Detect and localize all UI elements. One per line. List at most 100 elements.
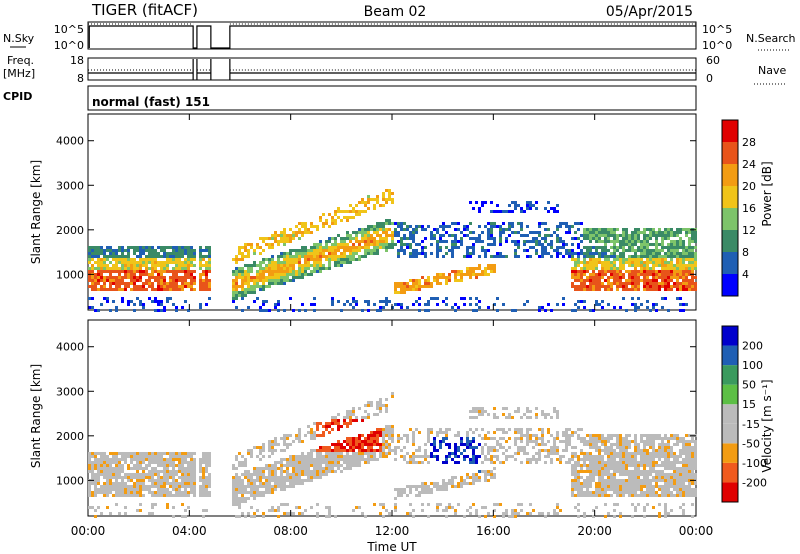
heatmap-cell [268,282,271,285]
heatmap-cell [316,228,319,231]
heatmap-cell [268,482,271,485]
heatmap-cell [499,231,502,234]
heatmap-cell [91,276,94,279]
heatmap-cell [313,267,316,270]
heatmap-cell [628,479,631,482]
heatmap-cell [184,273,187,276]
heatmap-cell [256,285,259,288]
heatmap-cell [259,237,262,240]
heatmap-cell [310,458,313,461]
heatmap-cell [349,246,352,249]
heatmap-cell [205,285,208,288]
heatmap-cell [202,467,205,470]
heatmap-cell [367,195,370,198]
heatmap-cell [301,264,304,267]
heatmap-cell [103,488,106,491]
heatmap-cell [655,261,658,264]
heatmap-cell [172,246,175,249]
heatmap-cell [115,255,118,258]
heatmap-cell [130,491,133,494]
heatmap-cell [613,461,616,464]
heatmap-cell [502,428,505,431]
heatmap-cell [373,252,376,255]
heatmap-cell [661,255,664,258]
heatmap-cell [640,261,643,264]
heatmap-cell [547,210,550,213]
heatmap-cell [109,273,112,276]
heatmap-cell [430,443,433,446]
heatmap-cell [646,273,649,276]
heatmap-cell [409,491,412,494]
heatmap-cell [679,288,682,291]
heatmap-cell [157,288,160,291]
heatmap-cell [118,476,121,479]
heatmap-cell [637,446,640,449]
heatmap-cell [469,246,472,249]
heatmap-cell [121,491,124,494]
heatmap-cell [334,264,337,267]
heatmap-cell [367,234,370,237]
heatmap-cell [373,440,376,443]
heatmap-cell [319,261,322,264]
heatmap-cell [355,237,358,240]
heatmap-cell [610,449,613,452]
heatmap-cell [367,303,370,306]
heatmap-cell [598,276,601,279]
heatmap-cell [283,470,286,473]
heatmap-cell [88,270,91,273]
heatmap-cell [394,291,397,294]
heatmap-cell [118,485,121,488]
heatmap-cell [301,267,304,270]
heatmap-cell [367,243,370,246]
heatmap-cell [289,252,292,255]
heatmap-cell [142,288,145,291]
heatmap-cell [187,452,190,455]
heatmap-cell [352,246,355,249]
heatmap-cell [118,288,121,291]
heatmap-cell [238,500,241,503]
heatmap-cell [505,431,508,434]
heatmap-cell [493,449,496,452]
heatmap-cell [571,446,574,449]
heatmap-cell [574,470,577,473]
heatmap-cell [517,231,520,234]
heatmap-cell [682,309,685,312]
heatmap-cell [556,452,559,455]
heatmap-cell [256,494,259,497]
heatmap-cell [574,279,577,282]
heatmap-cell [106,297,109,300]
heatmap-cell [583,515,586,518]
heatmap-cell [517,222,520,225]
heatmap-cell [391,192,394,195]
heatmap-cell [283,458,286,461]
heatmap-cell [163,470,166,473]
heatmap-cell [193,252,196,255]
heatmap-cell [151,288,154,291]
heatmap-cell [685,273,688,276]
heatmap-cell [274,467,277,470]
heatmap-cell [604,461,607,464]
heatmap-cell [109,512,112,515]
heatmap-cell [661,243,664,246]
heatmap-cell [454,434,457,437]
heatmap-cell [433,455,436,458]
heatmap-cell [187,252,190,255]
heatmap-cell [529,503,532,506]
heatmap-cell [121,258,124,261]
heatmap-cell [592,267,595,270]
heatmap-cell [628,240,631,243]
heatmap-cell [193,279,196,282]
heatmap-cell [664,270,667,273]
heatmap-cell [331,464,334,467]
heatmap-cell [118,255,121,258]
heatmap-cell [619,461,622,464]
heatmap-cell [418,285,421,288]
heatmap-cell [322,431,325,434]
heatmap-cell [601,255,604,258]
heatmap-cell [163,452,166,455]
heatmap-cell [142,306,145,309]
heatmap-cell [262,270,265,273]
heatmap-cell [607,258,610,261]
heatmap-cell [169,482,172,485]
heatmap-cell [232,482,235,485]
